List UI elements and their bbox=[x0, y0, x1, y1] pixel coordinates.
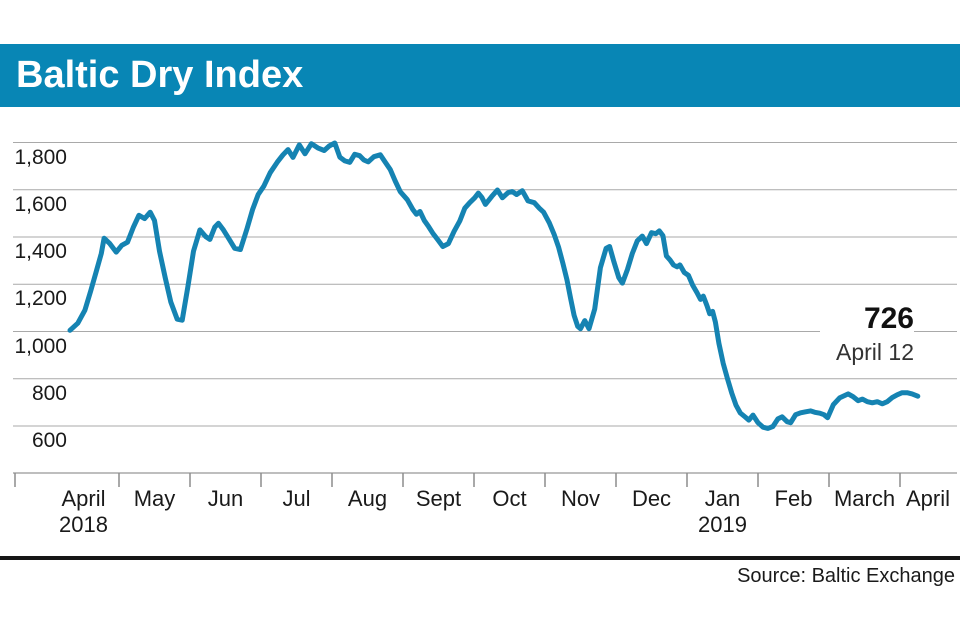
y-axis-label: 1,200 bbox=[14, 287, 67, 311]
footer-rule bbox=[0, 556, 960, 560]
source-note: Source: Baltic Exchange bbox=[737, 565, 955, 587]
x-axis-label: Jun bbox=[207, 486, 244, 511]
x-axis-sublabel: 2019 bbox=[698, 512, 747, 537]
x-axis-label: April bbox=[905, 486, 950, 511]
y-axis-label: 1,600 bbox=[14, 192, 67, 216]
y-axis-label: 1,400 bbox=[14, 240, 67, 263]
x-axis-label: Oct bbox=[492, 486, 527, 511]
x-axis-label: Aug bbox=[347, 486, 388, 511]
x-axis-label: April 2018 bbox=[42, 486, 126, 538]
page-title: Baltic Dry Index bbox=[16, 54, 304, 96]
y-axis-label: 1,800 bbox=[14, 145, 67, 169]
x-axis-label: Nov bbox=[560, 486, 601, 511]
data-line bbox=[67, 140, 921, 431]
y-axis-label: 800 bbox=[31, 381, 67, 405]
x-axis-label: Feb bbox=[774, 486, 813, 511]
latest-value-date: April 12 bbox=[836, 339, 914, 365]
latest-value-callout: 726 April 12 bbox=[820, 300, 914, 370]
y-axis-label: 1,000 bbox=[14, 334, 67, 358]
x-axis-label: Dec bbox=[631, 486, 672, 511]
x-axis-label: March bbox=[833, 486, 896, 511]
x-axis-sublabel: 2018 bbox=[59, 512, 108, 537]
x-axis-label: Jul bbox=[282, 486, 311, 511]
header-bar: Baltic Dry Index bbox=[0, 44, 960, 107]
x-axis-label: May bbox=[133, 486, 176, 511]
latest-value: 726 bbox=[863, 302, 914, 335]
x-axis-label: Sept bbox=[415, 486, 462, 511]
y-axis-label: 600 bbox=[31, 429, 67, 452]
x-axis-label: Jan 2019 bbox=[681, 486, 765, 538]
